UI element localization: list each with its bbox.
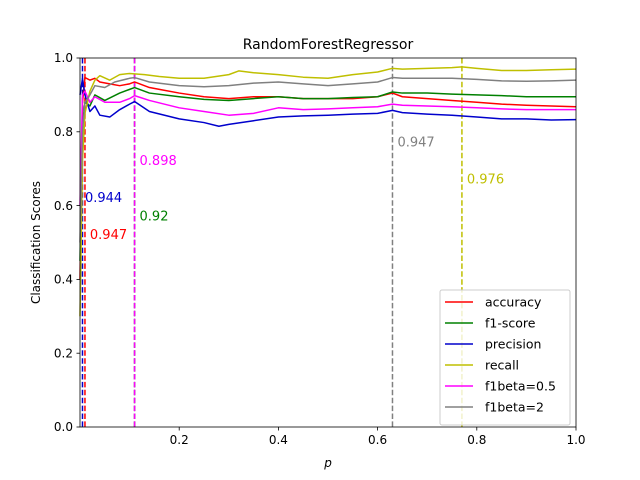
vline-label-group: 0.947 0.944 0.92 0.898 0.947 0.976 bbox=[85, 136, 504, 243]
y-tick-label: 0.2 bbox=[54, 346, 73, 360]
vline-value-label-accuracy: 0.947 bbox=[90, 228, 127, 243]
y-tick-label: 0.6 bbox=[54, 199, 73, 213]
plot-frame bbox=[79, 57, 577, 428]
x-tick-label: 1.0 bbox=[566, 433, 585, 447]
vline-value-label-f1beta-2: 0.947 bbox=[397, 136, 434, 151]
legend-label-accuracy: accuracy bbox=[485, 295, 542, 310]
y-tick-label: 1.0 bbox=[54, 51, 73, 65]
vline-value-label-f1-score: 0.92 bbox=[140, 209, 169, 224]
legend-label-f1beta-0-5: f1beta=0.5 bbox=[485, 379, 556, 394]
y-axis-label: Classification Scores bbox=[29, 181, 43, 304]
x-tick-label: 0.4 bbox=[269, 433, 288, 447]
vline-group bbox=[81, 58, 463, 427]
y-tick-label: 0.0 bbox=[54, 420, 73, 434]
y-tick-label: 0.4 bbox=[54, 273, 73, 287]
x-tick-label: 0.6 bbox=[368, 433, 387, 447]
series-line-f1beta-2 bbox=[79, 76, 577, 243]
series-line-recall bbox=[79, 66, 577, 317]
chart-title: RandomForestRegressor bbox=[243, 37, 414, 53]
legend-label-f1beta-2: f1beta=2 bbox=[485, 400, 544, 415]
vline-value-label-precision: 0.944 bbox=[85, 191, 122, 206]
series-line-accuracy bbox=[79, 76, 577, 280]
x-tick-label: 0.2 bbox=[170, 433, 189, 447]
legend-label-precision: precision bbox=[485, 337, 541, 352]
legend: accuracy f1-score precision recall f1beta=0.… bbox=[439, 289, 571, 426]
series-line-precision bbox=[79, 77, 577, 128]
series-line-f1beta-0-5 bbox=[79, 90, 576, 206]
legend-label-f1-score: f1-score bbox=[485, 316, 536, 331]
series-line-f1-score bbox=[79, 86, 576, 261]
legend-label-recall: recall bbox=[485, 358, 519, 373]
vline-value-label-f1beta-0-5: 0.898 bbox=[140, 154, 177, 169]
series-lines bbox=[79, 66, 577, 317]
x-axis-label: p bbox=[323, 456, 332, 470]
x-tick-label: 0.8 bbox=[467, 433, 486, 447]
vline-value-label-recall: 0.976 bbox=[467, 172, 504, 187]
axis-ticks: 0.2 0.4 0.6 0.8 1.0 0.0 0.2 0.4 0.6 0.8 1.0 bbox=[54, 51, 586, 447]
y-tick-label: 0.8 bbox=[54, 125, 73, 139]
